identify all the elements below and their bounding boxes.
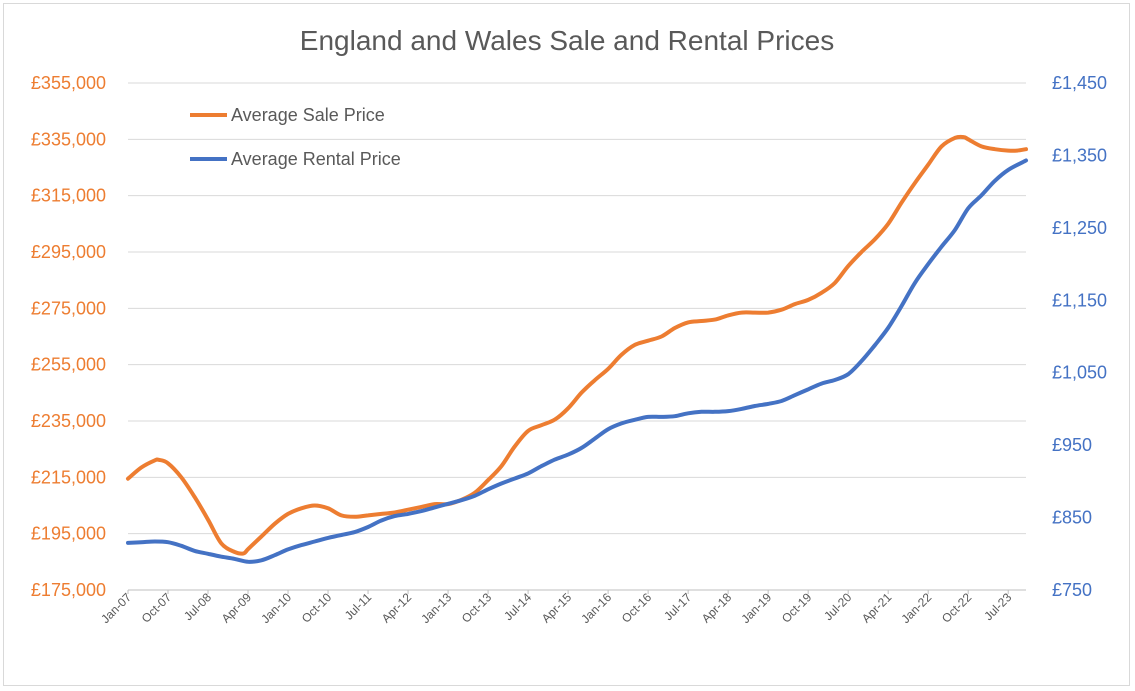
right-axis-tick-label: £1,150 xyxy=(1052,290,1107,310)
right-axis-tick-label: £1,250 xyxy=(1052,218,1107,238)
x-axis-tick-label: Jul-17 xyxy=(661,590,694,623)
series-line-average-sale-price xyxy=(128,137,1026,554)
left-axis-tick-label: £255,000 xyxy=(31,355,106,375)
left-axis-tick-label: £315,000 xyxy=(31,186,106,206)
chart-title: England and Wales Sale and Rental Prices xyxy=(300,25,834,56)
legend-label-rental: Average Rental Price xyxy=(231,149,401,169)
x-axis-tick-label: Apr-21 xyxy=(859,590,895,626)
x-axis-tick-label: Jan-10 xyxy=(258,590,294,626)
x-axis-tick-label: Oct-22 xyxy=(939,590,975,626)
x-axis-tick-labels: Jan-07 Oct-07 Jul-08 Apr-09 Jan-10 Oct-10 Jul-… xyxy=(98,590,1014,626)
x-axis-tick-label: Jul-11 xyxy=(342,590,375,623)
x-axis-tick-label: Apr-12 xyxy=(379,590,415,626)
x-axis-tick-label: Apr-15 xyxy=(539,590,575,626)
x-axis-tick-label: Oct-10 xyxy=(299,590,335,626)
x-axis-tick-label: Jul-08 xyxy=(181,590,214,623)
left-axis-tick-label: £175,000 xyxy=(31,580,106,600)
x-axis-tick-label: Apr-09 xyxy=(219,590,255,626)
x-axis-tick-label: Jan-16 xyxy=(578,590,614,626)
left-axis-tick-label: £235,000 xyxy=(31,411,106,431)
x-axis-tick-label: Oct-16 xyxy=(619,590,655,626)
left-axis-tick-label: £215,000 xyxy=(31,467,106,487)
x-axis-tick-label: Jul-14 xyxy=(501,590,534,623)
right-axis-tick-label: £950 xyxy=(1052,435,1092,455)
right-axis-tick-label: £1,450 xyxy=(1052,73,1107,93)
left-axis-tick-label: £195,000 xyxy=(31,524,106,544)
x-axis-tick-label: Apr-18 xyxy=(699,590,735,626)
left-axis-tick-label: £355,000 xyxy=(31,73,106,93)
x-axis-tick-label: Jan-22 xyxy=(898,590,934,626)
x-axis-tick-label: Jul-20 xyxy=(821,590,854,623)
x-axis-tick-label: Jul-23 xyxy=(981,590,1014,623)
legend-label-sale: Average Sale Price xyxy=(231,105,385,125)
left-axis-tick-label: £275,000 xyxy=(31,298,106,318)
right-axis-tick-label: £1,050 xyxy=(1052,363,1107,383)
left-axis-tick-label: £295,000 xyxy=(31,242,106,262)
chart-frame: England and Wales Sale and Rental Prices… xyxy=(3,3,1130,686)
right-axis-tick-label: £750 xyxy=(1052,580,1092,600)
right-axis-tick-label: £1,350 xyxy=(1052,145,1107,165)
right-axis-tick-labels: £750 £850 £950 £1,050 £1,150 £1,250 £1,350 £1,4… xyxy=(1052,73,1107,600)
right-axis-tick-label: £850 xyxy=(1052,508,1092,528)
x-axis-tick-label: Oct-13 xyxy=(459,590,495,626)
x-axis-tick-label: Jan-19 xyxy=(738,590,774,626)
line-chart: England and Wales Sale and Rental Prices… xyxy=(4,4,1131,687)
x-axis-tick-label: Oct-07 xyxy=(139,590,175,626)
left-axis-tick-labels: £175,000 £195,000 £215,000 £235,000 £255,000… xyxy=(31,73,106,600)
x-axis-tick-label: Jan-13 xyxy=(418,590,454,626)
x-axis-tick-label: Oct-19 xyxy=(779,590,815,626)
left-axis-tick-label: £335,000 xyxy=(31,129,106,149)
legend: Average Sale Price Average Rental Price xyxy=(190,105,401,169)
series-lines xyxy=(128,137,1026,562)
